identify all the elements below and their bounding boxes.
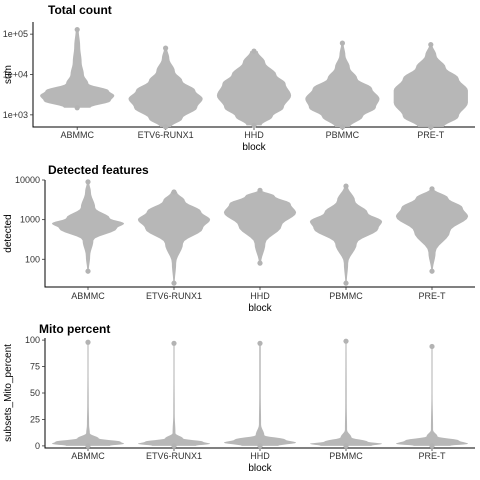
x-tick-label: HHD [250,291,270,301]
outlier-point [85,268,91,274]
outlier-point [251,48,257,54]
x-tick-label: HHD [250,451,270,461]
outlier-point [171,340,177,346]
y-tick-label: 50 [30,388,40,398]
y-tick-label: 75 [30,362,40,372]
y-tick-label: 100 [25,335,40,345]
violin-pbmmc [309,186,383,284]
outlier-point [339,124,345,130]
y-axis-title: sum [3,65,14,84]
outlier-point [429,343,435,350]
outlier-point [251,122,257,128]
panel-3: Mito percent 0 25 50 75 100 subsets_Mito_perce… [3,322,475,474]
x-axis-title: block [248,303,272,314]
outlier-point [257,187,263,193]
violin-pre-t [393,44,468,128]
violin-pre-t [395,188,469,272]
outlier-point [171,189,177,195]
outlier-point [74,105,80,111]
violin-hhd [216,51,292,126]
x-tick-label: ETV6-RUNX1 [146,451,202,461]
outlier-point [74,26,80,33]
outlier-point [343,280,349,286]
y-tick-label: 10000 [15,175,40,185]
x-tick-label: PBMMC [326,130,360,140]
outlier-point [428,124,434,130]
x-axis-title: block [242,142,266,153]
violin-pbmmc [309,341,383,446]
violin-pbmmc [305,43,380,127]
violin-abmmc [51,342,125,446]
x-tick-label: HHD [244,130,264,140]
x-tick-label: PRE-T [419,451,447,461]
outlier-point [85,179,91,185]
panel-2: Detected features 100 1000 10000 detected ABM… [3,163,475,314]
outlier-point [163,124,169,130]
outlier-point [171,280,177,286]
outlier-point [343,338,349,344]
violin-hhd [223,190,297,264]
panel-1: Total count 1e+03 1e+04 1e+05 sum ABMMC ETV6-R… [3,3,475,153]
x-tick-label: ABMMC [60,130,94,140]
outlier-point [343,183,349,189]
panel-title: Mito percent [39,322,110,336]
y-tick-label: 1e+04 [3,70,28,80]
outlier-point [343,443,349,449]
outlier-point [429,443,435,449]
outlier-point [339,40,345,46]
y-tick-label: 1000 [20,215,40,225]
outlier-point [171,443,177,449]
violin-pre-t [395,346,469,446]
outlier-point [257,260,263,266]
y-tick-label: 1e+03 [3,110,28,120]
violin-hhd [223,343,297,446]
outlier-point [428,42,434,48]
y-axis-title: subsets_Mito_percent [3,344,14,442]
panel-title: Total count [48,3,112,17]
x-tick-label: PRE-T [419,291,447,301]
violin-etv6-runx1 [128,48,203,128]
y-tick-label: 25 [30,414,40,424]
x-tick-label: ABMMC [71,291,105,301]
outlier-point [257,340,263,346]
x-tick-label: ABMMC [71,451,105,461]
outlier-point [85,339,91,345]
violin-abmmc [40,29,115,108]
violin-abmmc [51,181,125,272]
outlier-point [85,443,91,449]
x-tick-label: ETV6-RUNX1 [138,130,194,140]
x-tick-label: PBMMC [329,451,363,461]
x-axis-title: block [248,463,272,474]
outlier-point [429,186,435,192]
violin-etv6-runx1 [137,343,211,446]
x-tick-label: ETV6-RUNX1 [146,291,202,301]
outlier-point [163,45,169,51]
y-axis-title: detected [3,214,14,252]
panel-title: Detected features [48,163,149,177]
violin-etv6-runx1 [137,191,211,284]
outlier-point [257,443,263,449]
y-tick-label: 0 [35,441,40,451]
x-tick-label: PBMMC [329,291,363,301]
x-tick-label: PRE-T [417,130,445,140]
y-tick-label: 100 [25,254,40,264]
outlier-point [429,268,435,274]
y-tick-label: 1e+05 [3,29,28,39]
